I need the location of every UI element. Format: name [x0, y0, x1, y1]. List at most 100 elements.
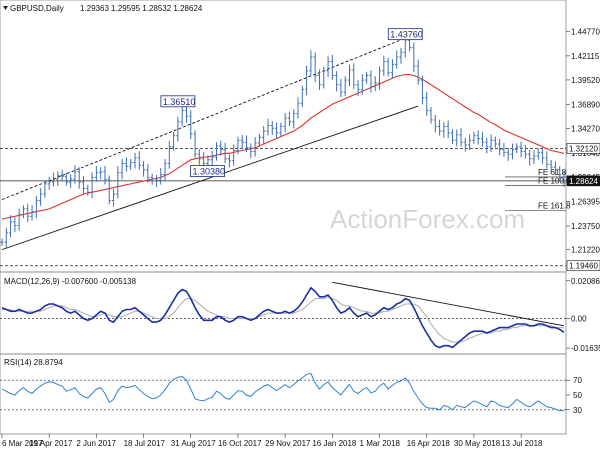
price-bar [412, 42, 416, 73]
macd-panel: 0.020861 0.00 -0.016357 [0, 277, 600, 353]
price-axis-label: 1.26395 [571, 197, 600, 206]
price-bar [94, 166, 98, 182]
fe-61-8-label: FE 61.8 [538, 168, 567, 177]
price-bar [274, 122, 279, 139]
price-bar [266, 118, 270, 136]
price-bar [150, 173, 154, 185]
price-bar [309, 50, 313, 76]
rsi-line [1, 372, 565, 412]
price-axis-label: 1.21220 [571, 245, 600, 254]
price-bar [69, 174, 73, 188]
trend-channel-lower [1, 105, 419, 251]
price-bar [489, 134, 493, 152]
price-bar [317, 69, 322, 90]
price-bar [257, 133, 262, 147]
price-bar [107, 175, 111, 205]
price-bar [446, 120, 450, 139]
x-axis-label: 16 Apr 2018 [407, 439, 451, 448]
price-bar [39, 188, 43, 206]
price-bar [240, 135, 244, 149]
price-bar [64, 172, 68, 186]
price-bar [485, 137, 489, 154]
price-bar [356, 80, 360, 97]
price-bar [249, 143, 253, 159]
price-bar [159, 167, 163, 185]
price-bar [562, 172, 566, 187]
price-bar [189, 110, 193, 140]
price-bar [463, 137, 467, 152]
price-bar [13, 217, 17, 233]
price-bar [167, 140, 171, 169]
price-bar [30, 204, 34, 221]
trend-channel-upper [1, 34, 415, 201]
x-axis-label: 30 May 2018 [454, 439, 501, 448]
price-bar [56, 171, 60, 186]
price-bar [335, 71, 339, 92]
price-bar [450, 129, 455, 145]
level-flag-box [566, 175, 600, 187]
x-axis-label: 19 Apr 2017 [29, 439, 73, 448]
price-bar [232, 144, 236, 166]
rsi-panel: 70 50 30 [0, 372, 582, 415]
x-axis-label: 1 Mar 2018 [360, 439, 401, 448]
price-bar [322, 67, 326, 89]
level-flag-text: 1.28624 [569, 177, 598, 186]
price-axis-label: 1.39520 [571, 76, 600, 85]
price-bar [373, 76, 377, 92]
x-axis-label: 31 Aug 2017 [171, 439, 216, 448]
macd-line [1, 286, 565, 349]
price-bar [90, 172, 94, 199]
price-bar [382, 55, 386, 77]
macd-trendline [332, 281, 565, 327]
price-bar [262, 125, 266, 144]
price-bar [515, 143, 519, 154]
price-bar [111, 188, 116, 207]
price-bar [184, 106, 189, 123]
price-bar [425, 91, 429, 116]
price-bar [549, 159, 553, 174]
price-bar [386, 57, 390, 77]
price-bar [227, 154, 231, 168]
price-bar [540, 147, 545, 164]
price-bar [480, 131, 485, 147]
rsi-panel-frame [0, 353, 567, 435]
price-bar [141, 160, 146, 177]
price-bar [47, 176, 51, 190]
macd-title: MACD(12,26,9) -0.007600 -0.005138 [4, 277, 137, 286]
price-bar [510, 143, 515, 160]
price-bar [390, 59, 394, 79]
price-axis-label: 1.36890 [571, 100, 600, 109]
price-bar [133, 152, 137, 169]
price-bar [103, 165, 107, 185]
price-bar [172, 131, 176, 151]
price-bar [287, 111, 292, 127]
x-axis-label: 29 Nov 2017 [265, 439, 311, 448]
price-bar [154, 174, 159, 188]
price-bar [219, 140, 223, 156]
level-flag-text: 1.19460 [569, 262, 598, 271]
swing-label-text: 1.43760 [390, 30, 423, 40]
price-bar [163, 159, 167, 182]
price-bar [347, 64, 352, 87]
price-bar [352, 63, 356, 90]
price-bar [193, 130, 197, 158]
price-bar [21, 205, 26, 219]
moving-average-line [1, 73, 565, 220]
price-axis-label: 1.42115 [571, 52, 600, 61]
price-bar [176, 116, 180, 142]
price-bar [523, 144, 527, 159]
price-axis-label: 1.34270 [571, 125, 600, 134]
price-bar [43, 180, 47, 198]
price-bar [17, 208, 21, 231]
price-bar [236, 136, 240, 155]
x-axis-label: 13 Jul 2018 [501, 439, 543, 448]
price-bar [137, 151, 141, 170]
collapse-triangle-icon[interactable] [3, 6, 8, 10]
price-bar [270, 121, 274, 135]
macd-signal-line [2, 296, 565, 343]
price-bar [437, 119, 442, 136]
price-bar [330, 54, 334, 80]
price-bar [326, 56, 330, 77]
